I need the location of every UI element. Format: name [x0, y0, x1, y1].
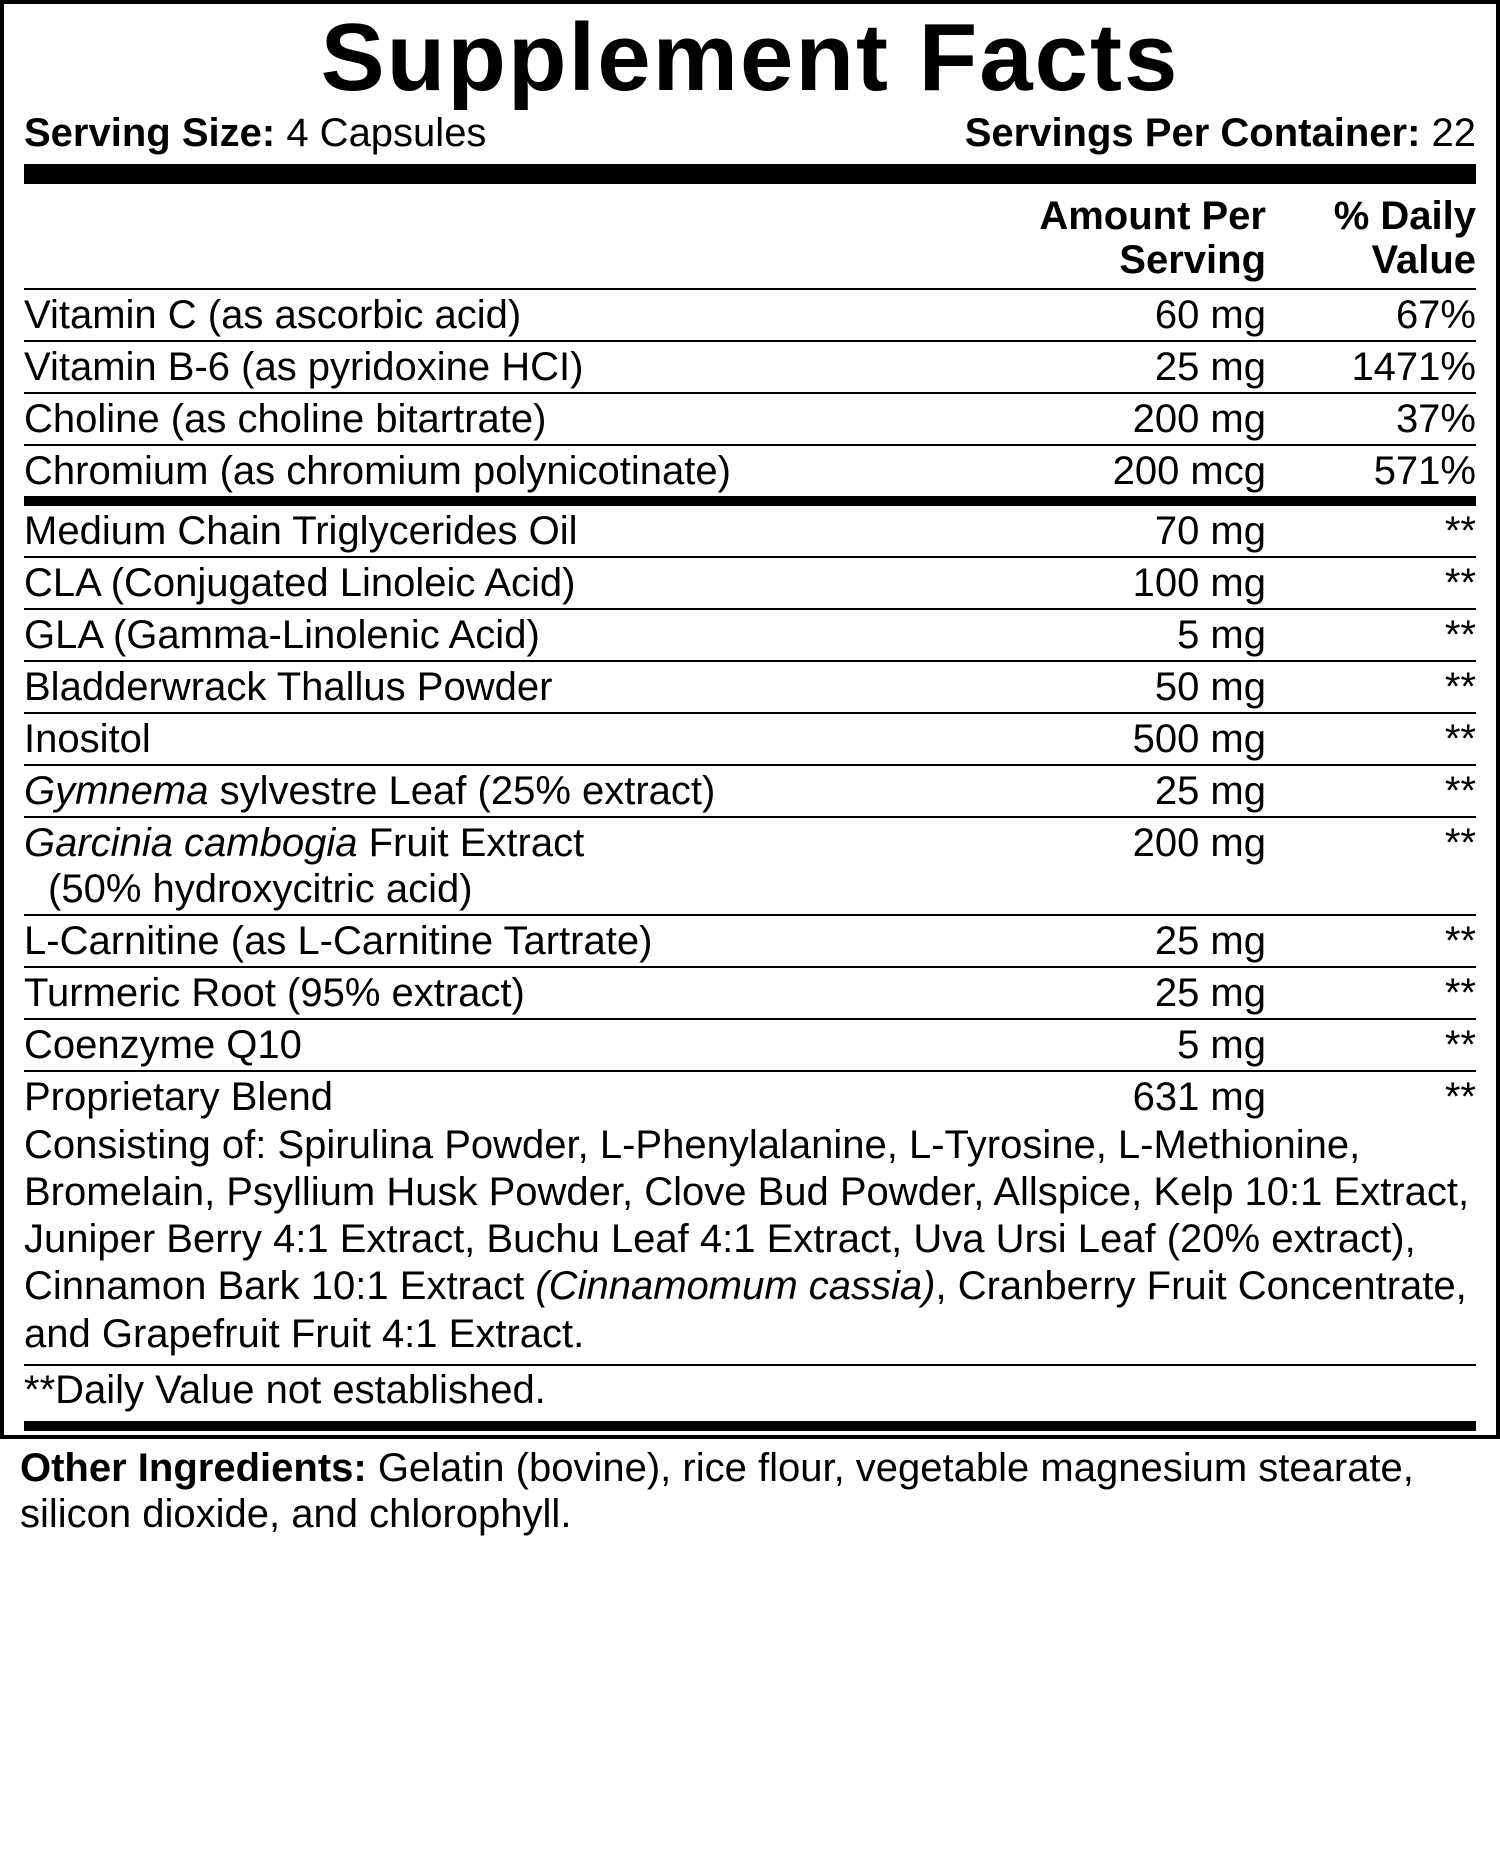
- section-other-1: Medium Chain Triglycerides Oil70 mg**CLA…: [24, 506, 1476, 766]
- ingredient-amount: 631 mg: [956, 1074, 1266, 1120]
- ingredient-row: Choline (as choline bitartrate)200 mg37%: [24, 394, 1476, 444]
- ingredient-row-blend: Proprietary Blend 631 mg **: [24, 1072, 1476, 1122]
- ingredient-dv: **: [1266, 970, 1476, 1016]
- ingredient-name: Vitamin B-6 (as pyridoxine HCI): [24, 344, 956, 390]
- serving-size: Serving Size: 4 Capsules: [24, 111, 486, 156]
- ingredient-row: GLA (Gamma-Linolenic Acid)5 mg**: [24, 610, 1476, 660]
- ingredient-name: Gymnema sylvestre Leaf (25% extract): [24, 768, 956, 814]
- other-ingredients: Other Ingredients: Gelatin (bovine), ric…: [0, 1439, 1500, 1537]
- ingredient-amount: 100 mg: [956, 560, 1266, 606]
- ingredient-dv: 1471%: [1266, 344, 1476, 390]
- ingredient-name: Coenzyme Q10: [24, 1022, 956, 1068]
- ingredient-dv: 571%: [1266, 448, 1476, 494]
- servings-per-container-value: 22: [1420, 111, 1476, 155]
- ingredient-row: Vitamin B-6 (as pyridoxine HCI)25 mg1471…: [24, 342, 1476, 392]
- ingredient-name: Turmeric Root (95% extract): [24, 970, 956, 1016]
- divider-medium: [24, 1421, 1476, 1431]
- section-other-2: L-Carnitine (as L-Carnitine Tartrate)25 …: [24, 916, 1476, 1072]
- ingredient-row: Medium Chain Triglycerides Oil70 mg**: [24, 506, 1476, 556]
- ingredient-name: GLA (Gamma-Linolenic Acid): [24, 612, 956, 658]
- ingredient-dv: **: [1266, 612, 1476, 658]
- ingredient-amount: 25 mg: [956, 768, 1266, 814]
- ingredient-name: Garcinia cambogia Fruit Extract (50% hyd…: [24, 820, 956, 912]
- divider-thick: [24, 164, 1476, 184]
- blend-description: Consisting of: Spirulina Powder, L-Pheny…: [24, 1122, 1476, 1364]
- ingredient-amount: 200 mg: [956, 396, 1266, 442]
- ingredient-amount: 70 mg: [956, 508, 1266, 554]
- ingredient-row: Coenzyme Q105 mg**: [24, 1020, 1476, 1070]
- ingredient-row: Inositol500 mg**: [24, 714, 1476, 764]
- ingredient-dv: **: [1266, 716, 1476, 762]
- ingredient-name: Bladderwrack Thallus Powder: [24, 664, 956, 710]
- ingredient-dv: **: [1266, 1022, 1476, 1068]
- ingredient-row: Vitamin C (as ascorbic acid)60 mg67%: [24, 290, 1476, 340]
- ingredient-row: CLA (Conjugated Linoleic Acid)100 mg**: [24, 558, 1476, 608]
- serving-row: Serving Size: 4 Capsules Servings Per Co…: [24, 109, 1476, 164]
- ingredient-row: Turmeric Root (95% extract)25 mg**: [24, 968, 1476, 1018]
- ingredient-name: Choline (as choline bitartrate): [24, 396, 956, 442]
- ingredient-name: L-Carnitine (as L-Carnitine Tartrate): [24, 918, 956, 964]
- ingredient-amount: 60 mg: [956, 292, 1266, 338]
- servings-per-container: Servings Per Container: 22: [965, 111, 1476, 156]
- ingredient-amount: 200 mcg: [956, 448, 1266, 494]
- ingredient-name: Inositol: [24, 716, 956, 762]
- servings-per-container-label: Servings Per Container:: [965, 111, 1421, 155]
- supplement-facts-panel: Supplement Facts Serving Size: 4 Capsule…: [0, 0, 1500, 1439]
- serving-size-label: Serving Size:: [24, 111, 275, 155]
- ingredient-amount: 5 mg: [956, 612, 1266, 658]
- ingredient-dv: **: [1266, 508, 1476, 554]
- ingredient-dv: **: [1266, 768, 1476, 814]
- serving-size-value: 4 Capsules: [275, 111, 486, 155]
- ingredient-dv: **: [1266, 664, 1476, 710]
- ingredient-amount: 50 mg: [956, 664, 1266, 710]
- ingredient-name: CLA (Conjugated Linoleic Acid): [24, 560, 956, 606]
- divider-medium: [24, 496, 1476, 506]
- panel-title: Supplement Facts: [24, 4, 1476, 109]
- col-amount: Amount Per Serving: [956, 194, 1266, 282]
- ingredient-subline: (50% hydroxycitric acid): [24, 866, 956, 912]
- ingredient-name: Medium Chain Triglycerides Oil: [24, 508, 956, 554]
- ingredient-row: L-Carnitine (as L-Carnitine Tartrate)25 …: [24, 916, 1476, 966]
- ingredient-amount: 500 mg: [956, 716, 1266, 762]
- ingredient-row-garcinia: Garcinia cambogia Fruit Extract (50% hyd…: [24, 818, 1476, 914]
- ingredient-amount: 25 mg: [956, 970, 1266, 1016]
- ingredient-amount: 25 mg: [956, 918, 1266, 964]
- ingredient-dv: **: [1266, 918, 1476, 964]
- column-headers: Amount Per Serving % Daily Value: [24, 184, 1476, 288]
- ingredient-row: Bladderwrack Thallus Powder50 mg**: [24, 662, 1476, 712]
- col-ingredient: [24, 194, 956, 282]
- ingredient-dv: 67%: [1266, 292, 1476, 338]
- ingredient-amount: 5 mg: [956, 1022, 1266, 1068]
- ingredient-dv: **: [1266, 1074, 1476, 1120]
- ingredient-name: Proprietary Blend: [24, 1074, 956, 1120]
- col-daily-value: % Daily Value: [1266, 194, 1476, 282]
- ingredient-dv: **: [1266, 560, 1476, 606]
- ingredient-row-gymnema: Gymnema sylvestre Leaf (25% extract) 25 …: [24, 766, 1476, 816]
- ingredient-dv: **: [1266, 820, 1476, 866]
- ingredient-name: Vitamin C (as ascorbic acid): [24, 292, 956, 338]
- ingredient-amount: 25 mg: [956, 344, 1266, 390]
- footnote: **Daily Value not established.: [24, 1366, 1476, 1421]
- ingredient-row: Chromium (as chromium polynicotinate)200…: [24, 446, 1476, 496]
- ingredient-name: Chromium (as chromium polynicotinate): [24, 448, 956, 494]
- ingredient-dv: 37%: [1266, 396, 1476, 442]
- other-ingredients-label: Other Ingredients:: [20, 1446, 378, 1490]
- section-vitamins: Vitamin C (as ascorbic acid)60 mg67%Vita…: [24, 290, 1476, 496]
- ingredient-amount: 200 mg: [956, 820, 1266, 866]
